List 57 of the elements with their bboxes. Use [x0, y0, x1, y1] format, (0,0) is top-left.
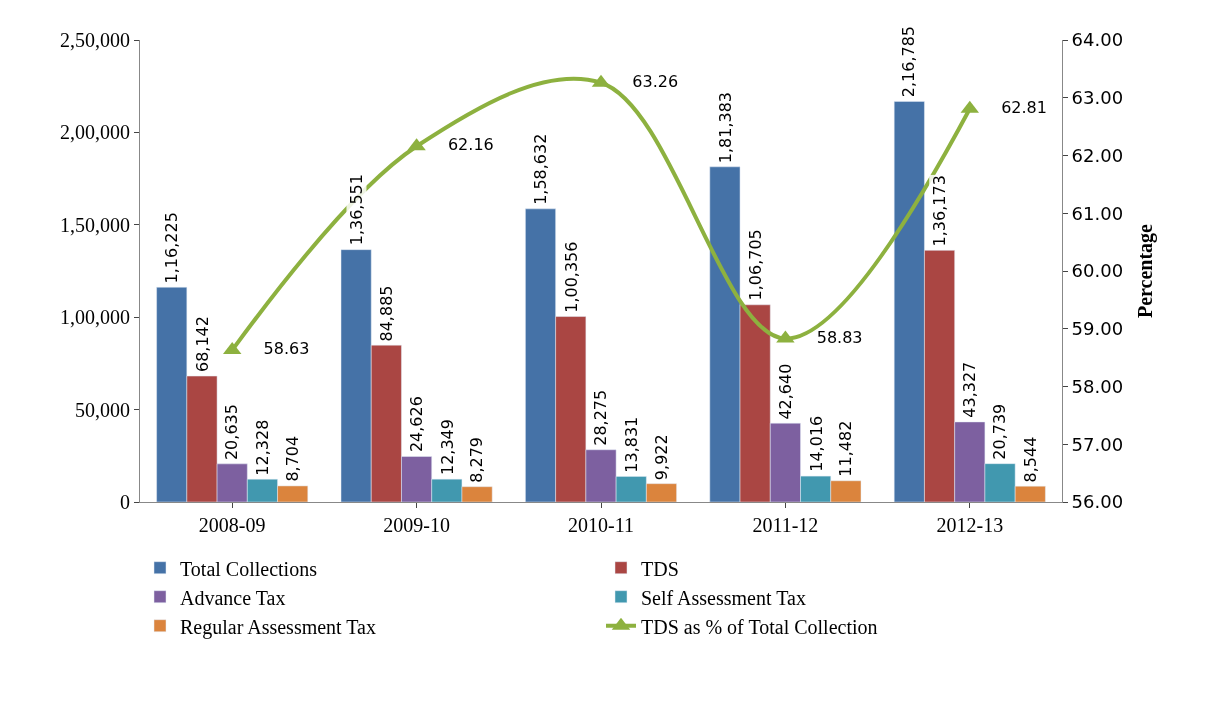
legend-label: TDS as % of Total Collection	[641, 615, 878, 638]
data-label: 1,06,705	[745, 229, 765, 301]
data-label: 9,922	[651, 434, 671, 481]
y2-tick-label: 56.00	[1071, 491, 1124, 513]
y-tick-label: 1,50,000	[60, 213, 130, 236]
data-label: 28,275	[591, 389, 611, 446]
y2-tick-label: 60.00	[1071, 260, 1124, 282]
data-label: 62.81	[980, 97, 1047, 117]
legend-label: Regular Assessment Tax	[180, 615, 376, 639]
data-label: 8,279	[467, 436, 487, 483]
x-tick-label: 2012-13	[936, 514, 1004, 536]
data-label: 63.26	[612, 71, 679, 91]
legend-label: Self Assessment Tax	[641, 586, 806, 609]
data-label: 8,544	[1021, 436, 1041, 483]
data-label: 13,831	[621, 416, 641, 473]
y2-tick-label: 61.00	[1071, 202, 1124, 224]
y-tick-label: 2,00,000	[60, 121, 130, 144]
data-label: 58.83	[796, 327, 863, 347]
legend-label: Total Collections	[180, 557, 318, 580]
y2-tick-label: 64.00	[1071, 29, 1124, 51]
y2-tick-label: 58.00	[1071, 375, 1124, 397]
data-label: 42,640	[776, 363, 796, 420]
y-tick-label: 50,000	[75, 398, 130, 421]
data-label: 24,626	[407, 396, 427, 453]
data-label: 1,16,225	[162, 212, 181, 284]
data-label: 14,016	[806, 415, 826, 472]
legend-label: TDS	[641, 557, 679, 580]
data-label: 62.16	[427, 135, 494, 155]
x-tick-label: 2011-12	[752, 514, 819, 536]
x-tick-label: 2010-11	[568, 514, 634, 536]
data-label: 68,142	[192, 316, 212, 373]
x-tick-label: 2008-09	[198, 514, 266, 536]
data-label: 58.63	[243, 339, 310, 359]
legend-label: Advance Tax	[180, 586, 286, 609]
data-label: 1,36,551	[346, 174, 366, 246]
data-label: 2,16,785	[899, 25, 919, 98]
data-label: 43,327	[959, 361, 979, 418]
data-label: 20,635	[222, 404, 242, 461]
y2-tick-label: 62.00	[1071, 144, 1124, 166]
data-label: 1,58,632	[531, 133, 551, 205]
y2-tick-label: 57.00	[1071, 433, 1124, 455]
data-label: 12,349	[437, 419, 457, 476]
data-label: 8,704	[282, 435, 302, 482]
data-label: 1,36,173	[929, 175, 949, 247]
data-label: 20,739	[990, 403, 1010, 460]
data-label: 1,00,356	[561, 241, 581, 313]
y-tick-label: 2,50,000	[60, 29, 130, 51]
y2-tick-label: 63.00	[1071, 87, 1124, 109]
data-label: 1,81,383	[715, 91, 735, 164]
data-label: 11,482	[836, 420, 856, 477]
y-tick-label: 1,00,000	[60, 306, 130, 329]
data-label: 84,885	[377, 285, 397, 342]
y2-axis-title: Percentage	[1133, 223, 1157, 319]
y2-tick-label: 59.00	[1071, 318, 1124, 340]
y-tick-label: 0	[120, 491, 130, 513]
data-label: 12,328	[253, 419, 273, 476]
x-tick-label: 2009-10	[383, 514, 450, 536]
